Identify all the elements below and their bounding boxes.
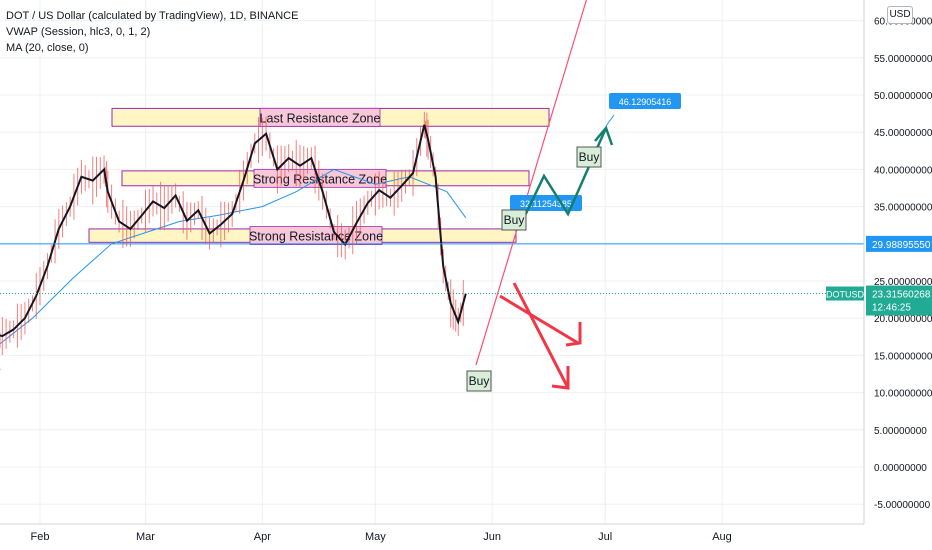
arrowhead bbox=[551, 366, 570, 390]
x-tick-label: Mar bbox=[136, 531, 155, 543]
y-tick-label: 40.00000000 bbox=[874, 165, 932, 176]
buy-label-box[interactable] bbox=[576, 146, 602, 168]
y-tick-label: 10.00000000 bbox=[874, 389, 932, 400]
chart-grid bbox=[0, 0, 864, 524]
y-tick-label: 5.00000000 bbox=[874, 426, 927, 437]
symbol-tag-text: DOTUSD bbox=[826, 290, 865, 300]
zone-label: Strong Resistance Zone bbox=[253, 172, 387, 186]
buy-label: Buy bbox=[579, 150, 600, 164]
trend-line[interactable] bbox=[475, 0, 588, 366]
countdown-text: 12:46:25 bbox=[872, 303, 911, 314]
buy-label: Buy bbox=[504, 213, 525, 227]
y-tick-label: 35.00000000 bbox=[874, 203, 932, 214]
y-tick-label: 15.00000000 bbox=[874, 351, 932, 362]
x-tick-label: May bbox=[365, 531, 386, 543]
y-tick-label: -5.00000000 bbox=[874, 500, 931, 511]
x-tick-label: Apr bbox=[254, 531, 271, 543]
zone-label-box bbox=[259, 107, 381, 127]
drawings-layer: 32.11254385 46.12905416 Buy Buy Buy bbox=[0, 0, 864, 392]
legend-title: DOT / US Dollar (calculated by TradingVi… bbox=[6, 10, 299, 22]
x-tick-label: Feb bbox=[31, 531, 50, 543]
y-tick-label: 25.00000000 bbox=[874, 277, 932, 288]
price-line bbox=[0, 124, 467, 341]
red-arrow[interactable] bbox=[499, 294, 579, 345]
currency-badge[interactable]: USD bbox=[887, 6, 913, 24]
buy-label: Buy bbox=[469, 374, 490, 388]
legend-vwap[interactable]: VWAP (Session, hlc3, 0, 1, 2) bbox=[6, 26, 151, 38]
arrowhead bbox=[594, 125, 614, 146]
legend-ma[interactable]: MA (20, close, 0) bbox=[6, 42, 89, 54]
price-label: 46.12905416 bbox=[619, 97, 672, 107]
hline-price-tag-text: 29.98895550 bbox=[872, 240, 931, 251]
current-price-tag bbox=[866, 285, 932, 316]
symbol-tag bbox=[826, 286, 864, 301]
buy-label-box[interactable] bbox=[501, 209, 527, 231]
green-path-arrow[interactable] bbox=[518, 127, 608, 227]
y-tick-label: 55.00000000 bbox=[874, 54, 932, 65]
y-tick-label: 0.00000000 bbox=[874, 463, 927, 474]
label-connector bbox=[605, 114, 615, 127]
x-tick-label: Jun bbox=[483, 531, 501, 543]
current-price-text: 23.31560268 bbox=[872, 290, 931, 301]
buy-label-box[interactable] bbox=[466, 370, 492, 392]
arrowhead bbox=[565, 322, 582, 347]
hline-price-tag bbox=[866, 235, 932, 252]
zone-label: Strong Resistance Zone bbox=[249, 230, 383, 244]
candles-layer bbox=[0, 111, 467, 356]
x-tick-label: Aug bbox=[712, 531, 732, 543]
zone-label-box bbox=[253, 168, 387, 188]
red-arrow[interactable] bbox=[512, 282, 569, 387]
y-tick-label: 45.00000000 bbox=[874, 128, 932, 139]
y-tick-label: 20.00000000 bbox=[874, 314, 932, 325]
y-tick-label: 50.00000000 bbox=[874, 91, 932, 102]
price-label: 32.11254385 bbox=[520, 199, 572, 209]
price-label-box bbox=[609, 93, 681, 109]
x-tick-label: Jul bbox=[598, 531, 612, 543]
zone-label: Last Resistance Zone bbox=[260, 111, 381, 125]
chart-legend: DOT / US Dollar (calculated by TradingVi… bbox=[6, 8, 298, 56]
